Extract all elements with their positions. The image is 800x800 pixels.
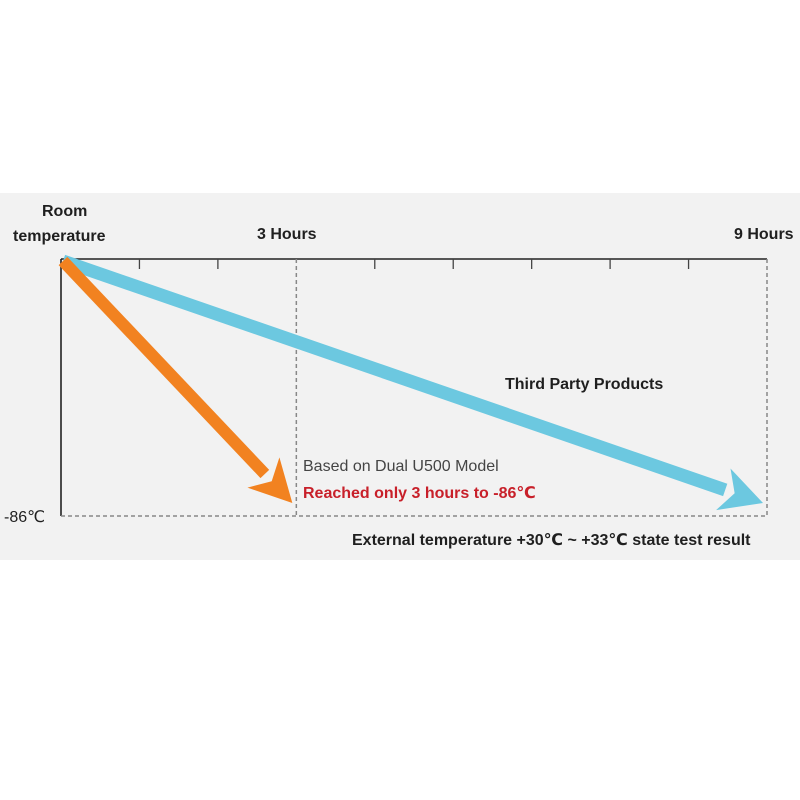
x-tick-label-3h: 3 Hours: [257, 226, 317, 243]
footer-note: External temperature +30℃ ~ +33℃ state t…: [352, 532, 751, 549]
annotation-highlight: Reached only 3 hours to -86℃: [303, 485, 536, 502]
annotation-model: Based on Dual U500 Model: [303, 458, 499, 475]
series-arrowhead-0: [716, 468, 763, 511]
x-tick-label-9h: 9 Hours: [734, 226, 794, 243]
series-line-0: [60, 254, 728, 497]
series-group: [58, 254, 763, 511]
series-arrowhead-1: [247, 457, 293, 503]
y-label-bottom: -86℃: [4, 509, 46, 526]
series-label-third-party: Third Party Products: [505, 376, 664, 393]
x-label-start-line1: Room: [42, 203, 88, 220]
series-line-1: [58, 256, 270, 479]
x-label-start-line2: temperature: [13, 228, 106, 245]
axes-group: [60, 258, 768, 517]
